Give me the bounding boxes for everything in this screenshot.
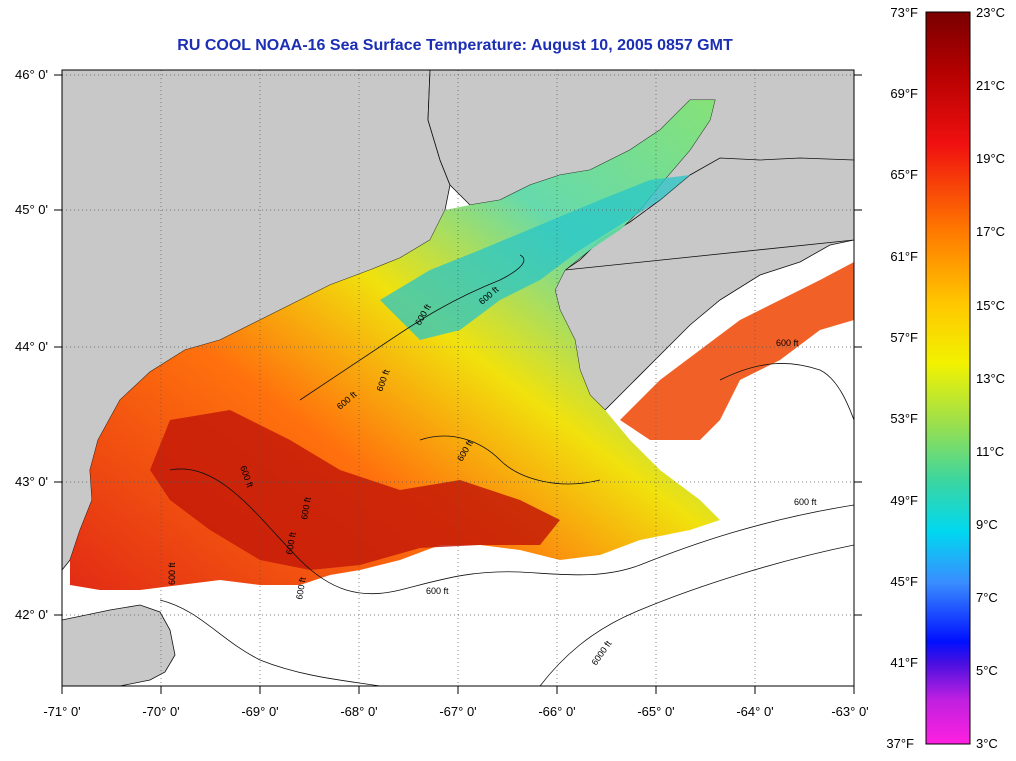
cb-f-label: 61°F [890,249,918,264]
cb-c-label: 3°C [976,736,998,751]
cb-c-label: 17°C [976,224,1005,239]
depth-contours [159,254,854,686]
cb-f-label: 69°F [890,86,918,101]
lat-label: 43° 0' [15,474,48,489]
contour-label: 600 ft [794,497,817,507]
lat-label: 44° 0' [15,339,48,354]
latitude-labels: 46° 0' 45° 0' 44° 0' 43° 0' 42° 0' [15,67,48,622]
lon-label: -64° 0' [736,704,773,719]
colorbar-celsius-labels: 23°C 21°C 19°C 17°C 15°C 13°C 11°C 9°C 7… [976,5,1005,751]
sst-warm-core [150,410,560,570]
lon-label: -65° 0' [637,704,674,719]
cb-c-label: 9°C [976,517,998,532]
cb-f-label: 73°F [890,5,918,20]
cb-f-label: 41°F [890,655,918,670]
lat-label: 42° 0' [15,607,48,622]
lon-label: -68° 0' [340,704,377,719]
cb-f-label: 49°F [890,493,918,508]
map-title: RU COOL NOAA-16 Sea Surface Temperature:… [177,37,733,54]
contour-label: 600 ft [776,338,799,348]
cb-c-label: 5°C [976,663,998,678]
colorbar [925,11,971,745]
lon-label: -69° 0' [241,704,278,719]
cb-c-label: 23°C [976,5,1005,20]
colorbar-fahrenheit-labels: 73°F 69°F 65°F 61°F 57°F 53°F 49°F 45°F … [886,5,918,751]
lon-label: -67° 0' [439,704,476,719]
contour-label: 600 ft [167,562,177,585]
graticule [62,70,854,686]
land-cape-cod [62,604,176,686]
tick-marks [54,74,862,694]
cb-c-label: 19°C [976,151,1005,166]
sst-east-warm [620,262,854,440]
cb-c-label: 13°C [976,371,1005,386]
lat-label: 45° 0' [15,202,48,217]
contour-label: 600 ft [284,531,298,555]
cb-f-label: 45°F [890,574,918,589]
sst-cool-band [380,175,690,340]
contour-label: 600 ft [426,586,449,596]
cb-f-label: 57°F [890,330,918,345]
lon-label: -63° 0' [831,704,868,719]
contour-label: 600 ft [299,496,313,520]
cb-c-label: 15°C [976,298,1005,313]
lon-label: -66° 0' [538,704,575,719]
lon-label: -70° 0' [142,704,179,719]
cb-c-label: 11°C [976,444,1004,459]
cb-c-label: 21°C [976,78,1005,93]
cb-f-label: 65°F [890,167,918,182]
cb-f-label: 53°F [890,411,918,426]
lat-label: 46° 0' [15,67,48,82]
lon-label: -71° 0' [43,704,80,719]
longitude-labels: -71° 0' -70° 0' -69° 0' -68° 0' -67° 0' … [43,704,868,719]
cb-c-label: 7°C [976,590,998,605]
contour-label: 600 ft [294,576,308,600]
cb-f-label: 37°F [886,736,914,751]
